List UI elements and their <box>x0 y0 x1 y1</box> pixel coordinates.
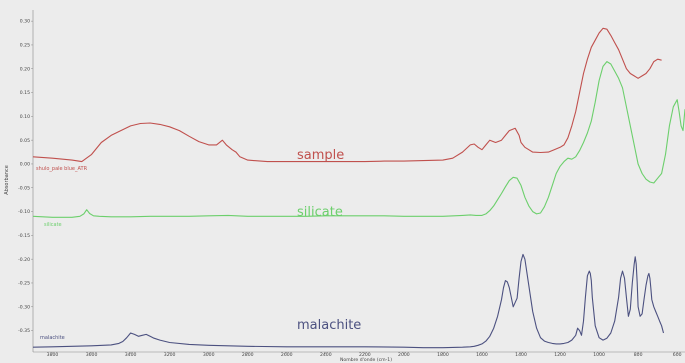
y-axis-ticks: 0.30 0.25 0.20 0.15 0.10 0.05 0.00 -0.05 -0.10 -0… <box>18 19 33 334</box>
x-tick-label: 3000 <box>203 352 215 358</box>
series-layer <box>32 27 685 349</box>
x-tick-label: 1800 <box>437 352 449 358</box>
small-label-sample: shulo_pale blue_ATR <box>36 166 88 172</box>
y-tick-label: -0.15 <box>18 233 30 239</box>
y-tick-label: -0.20 <box>18 257 30 263</box>
x-tick-label: 1200 <box>554 352 566 358</box>
x-tick-label: 2400 <box>320 352 332 358</box>
x-tick-label: 1400 <box>515 352 527 358</box>
y-tick-label: -0.05 <box>18 185 30 191</box>
x-tick-label: 800 <box>634 352 643 358</box>
y-tick-label: -0.35 <box>18 328 30 334</box>
x-axis-label: Nombre d'onde (cm-1) <box>340 357 392 363</box>
x-tick-label: 3600 <box>86 352 98 358</box>
series-line-sample <box>32 27 662 163</box>
y-tick-label: -0.25 <box>18 281 30 287</box>
annotation-silicate: silicate <box>297 205 343 220</box>
y-tick-label: 0.20 <box>20 66 30 72</box>
annotation-sample: sample <box>297 148 344 163</box>
x-tick-label: 2200 <box>359 352 371 358</box>
x-tick-label: 2000 <box>398 352 410 358</box>
small-label-malachite: malachite <box>40 335 65 341</box>
x-tick-label: 600 <box>673 352 682 358</box>
y-tick-label: 0.05 <box>20 138 30 144</box>
y-tick-label: 0.25 <box>20 43 30 49</box>
x-tick-label: 3400 <box>125 352 137 358</box>
y-axis-label: Absorbance <box>4 165 10 195</box>
y-tick-label: 0.30 <box>20 19 30 25</box>
x-tick-label: 2600 <box>281 352 293 358</box>
y-tick-label: 0.15 <box>20 90 30 96</box>
y-tick-label: 0.00 <box>20 162 30 168</box>
annotation-malachite: malachite <box>297 318 361 333</box>
series-line-malachite <box>32 253 665 349</box>
x-tick-label: 1600 <box>476 352 488 358</box>
y-tick-label: -0.30 <box>18 304 30 310</box>
y-tick-label: -0.10 <box>18 209 30 215</box>
x-tick-label: 2800 <box>242 352 254 358</box>
x-tick-label: 3200 <box>164 352 176 358</box>
y-tick-label: 0.10 <box>20 114 30 120</box>
x-tick-label: 1000 <box>593 352 605 358</box>
x-axis-ticks: 3800 3600 3400 3200 3000 2800 2600 2400 2200 2000… <box>47 352 682 358</box>
small-label-silicate: silicate <box>44 222 62 228</box>
series-line-silicate <box>32 61 685 218</box>
x-tick-label: 3800 <box>47 352 59 358</box>
